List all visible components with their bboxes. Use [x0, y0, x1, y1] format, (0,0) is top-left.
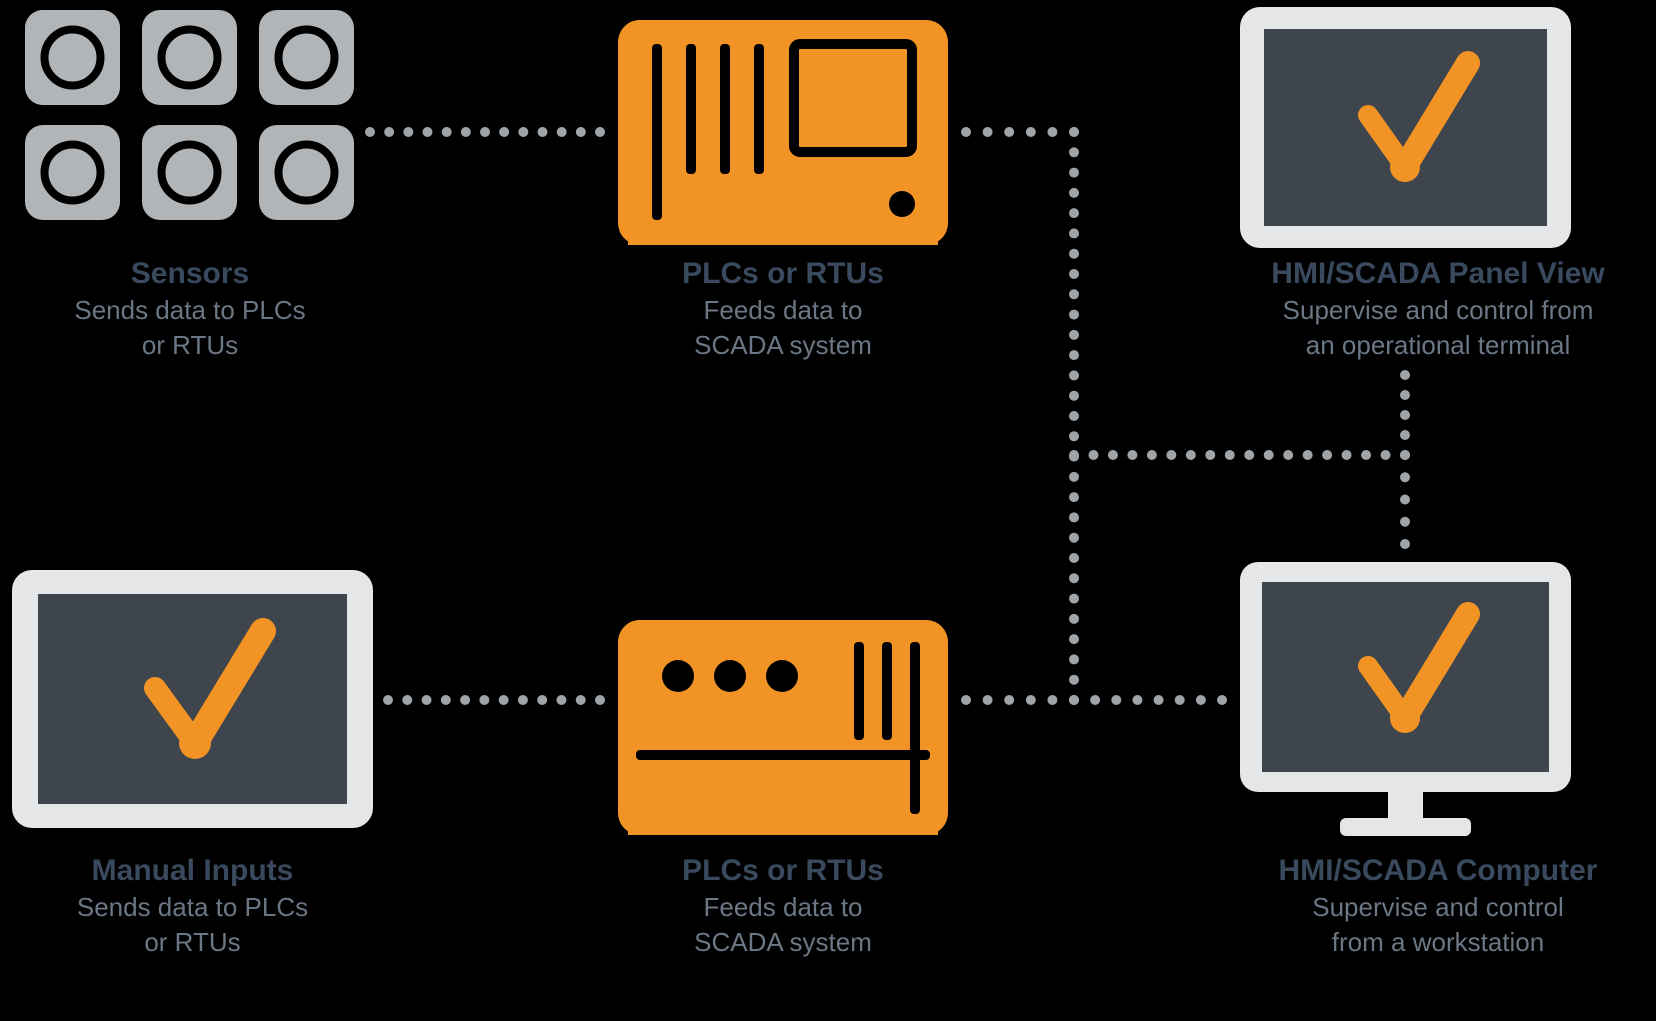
plc-bottom-subtitle: Feeds data toSCADA system [588, 890, 978, 960]
hmi-panel-icon [1238, 5, 1573, 250]
hmi-panel-subtitle: Supervise and control froman operational… [1220, 293, 1656, 363]
hmi-panel-label: HMI/SCADA Panel View Supervise and contr… [1220, 255, 1656, 363]
hmi-computer-title: HMI/SCADA Computer [1220, 852, 1656, 890]
manual-inputs-icon [10, 568, 375, 830]
manual-inputs-subtitle: Sends data to PLCsor RTUs [0, 890, 385, 960]
plc-top-title: PLCs or RTUs [588, 255, 978, 293]
plc-top-subtitle: Feeds data toSCADA system [588, 293, 978, 363]
manual-inputs-title: Manual Inputs [0, 852, 385, 890]
hmi-computer-icon [1238, 560, 1573, 840]
sensors-icon [25, 10, 355, 230]
plc-bottom-title: PLCs or RTUs [588, 852, 978, 890]
hmi-panel-title: HMI/SCADA Panel View [1220, 255, 1656, 293]
hmi-computer-label: HMI/SCADA Computer Supervise and control… [1220, 852, 1656, 960]
plc-top-icon [618, 20, 948, 245]
sensors-subtitle: Sends data to PLCsor RTUs [0, 293, 380, 363]
hmi-computer-subtitle: Supervise and controlfrom a workstation [1220, 890, 1656, 960]
plc-top-label: PLCs or RTUs Feeds data toSCADA system [588, 255, 978, 363]
plc-bottom-icon [618, 620, 948, 835]
diagram-canvas: Sensors Sends data to PLCsor RTUs Manual… [0, 0, 1656, 1021]
plc-bottom-label: PLCs or RTUs Feeds data toSCADA system [588, 852, 978, 960]
sensors-title: Sensors [0, 255, 380, 293]
sensors-label: Sensors Sends data to PLCsor RTUs [0, 255, 380, 363]
manual-inputs-label: Manual Inputs Sends data to PLCsor RTUs [0, 852, 385, 960]
